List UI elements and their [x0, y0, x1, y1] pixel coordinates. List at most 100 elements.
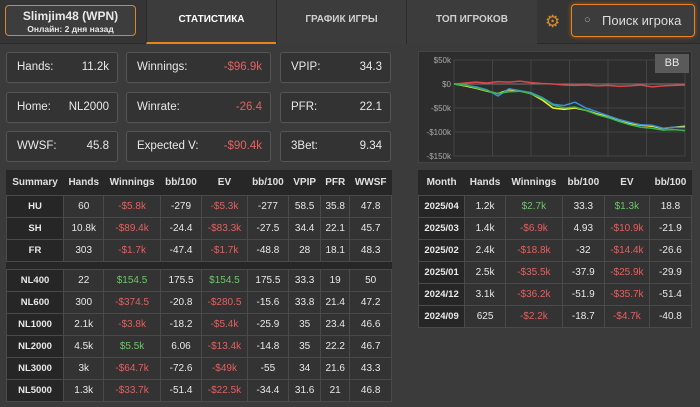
stat-value: -$96.9k	[223, 61, 262, 73]
stat-label: WWSF:	[17, 140, 57, 152]
stat-card: Winnings: -$96.9k	[126, 52, 271, 83]
table-row: HU 60 -$5.8k -279 -$5.3k -277 58.5 35.8 47.8	[5, 194, 392, 218]
y-tick-label: $0	[442, 80, 451, 89]
table-cell: 1.4k	[464, 216, 506, 240]
column-header[interactable]: Month	[426, 176, 457, 188]
stat-value: 11.2k	[81, 61, 109, 73]
table-cell: 31.6	[288, 378, 322, 402]
table-row: 2025/03 1.4k -$6.9k 4.93 -$10.9k -21.9	[417, 216, 693, 240]
column-header[interactable]: WWSF	[354, 176, 387, 188]
table-cell: -$4.7k	[603, 304, 650, 328]
table-row: NL5000 1.3k -$33.7k -51.4 -$22.5k -34.4 31.6 21…	[5, 378, 392, 402]
table-cell: 46.7	[349, 334, 392, 358]
player-badge[interactable]: Slimjim48 (WPN) Онлайн: 2 дня назад	[5, 5, 136, 36]
stat-label: VPIP:	[291, 61, 321, 73]
gear-icon[interactable]: ⚙	[545, 12, 561, 31]
table-cell: -72.6	[159, 356, 203, 380]
stat-label: Hands:	[17, 61, 54, 73]
table-cell: -$25.9k	[603, 260, 650, 284]
stat-label: 3Bet:	[291, 140, 318, 152]
column-header[interactable]: bb/100	[567, 176, 600, 188]
stat-label: Winnings:	[137, 61, 188, 73]
stat-value: 45.8	[86, 140, 109, 152]
table-cell: -20.8	[159, 290, 203, 314]
table-cell: 1.2k	[464, 194, 506, 218]
table-cell: -$49k	[201, 356, 248, 380]
table-cell: 2025/02	[417, 238, 466, 262]
stat-label: Expected V:	[137, 140, 199, 152]
tab-game-chart[interactable]: ГРАФИК ИГРЫ	[276, 0, 406, 44]
column-header[interactable]: PFR	[325, 176, 346, 188]
table-cell: -$64.7k	[103, 356, 161, 380]
stat-value: 34.3	[359, 61, 382, 73]
table-cell: -$10.9k	[603, 216, 650, 240]
table-cell: -$1.7k	[201, 238, 248, 262]
series-line-non-showdown	[453, 80, 686, 88]
column-header[interactable]: VPIP	[293, 176, 317, 188]
column-header[interactable]: EV	[217, 176, 232, 188]
table-cell: -$2.2k	[504, 304, 563, 328]
table-cell: -29.9	[648, 260, 693, 284]
column-header[interactable]: Winnings	[109, 176, 155, 188]
column-header[interactable]: bb/100	[252, 176, 284, 188]
table-cell: -$33.7k	[103, 378, 161, 402]
table-cell: -25.9	[246, 312, 290, 336]
column-header[interactable]: EV	[620, 176, 634, 188]
table-cell: 45.7	[349, 216, 392, 240]
bb-toggle-button[interactable]: BB	[655, 54, 689, 73]
table-cell: 33.8	[288, 290, 322, 314]
table-cell: 35	[288, 334, 322, 358]
column-header[interactable]: bb/100	[654, 176, 687, 188]
column-header[interactable]: Hands	[68, 176, 99, 188]
table-cell: 43.3	[349, 356, 392, 380]
y-tick-label: -$150k	[427, 152, 452, 161]
table-cell: 33.3	[561, 194, 605, 218]
tab-top-players[interactable]: ТОП ИГРОКОВ	[406, 0, 537, 44]
stat-label: PFR:	[291, 101, 318, 113]
table-row: NL600 300 -$374.5 -20.8 -$280.5 -15.6 33.8 21.4…	[5, 290, 392, 314]
table-row: SH 10.8k -$89.4k -24.4 -$83.3k -27.5 34.4 22.1 4…	[5, 216, 392, 240]
stat-card: Winrate: -26.4	[126, 92, 271, 123]
table-row: 2025/04 1.2k $2.7k 33.3 $1.3k 18.8	[417, 194, 693, 218]
column-header[interactable]: Winnings	[511, 176, 557, 188]
table-cell: -27.5	[246, 216, 290, 240]
table-cell: 35.8	[320, 194, 351, 218]
table-cell: 4.5k	[63, 334, 105, 358]
table-row: 2024/12 3.1k -$36.2k -51.9 -$35.7k -51.4	[417, 282, 693, 306]
tab-statistics[interactable]: СТАТИСТИКА	[146, 0, 276, 44]
search-input[interactable]: ○ Поиск игрока	[571, 4, 695, 37]
table-cell: 35	[288, 312, 322, 336]
monthly-table: Month Hands Winnings bb/100 EV bb/100 2025/04 1…	[417, 170, 693, 328]
table-row: 2024/09 625 -$2.2k -18.7 -$4.7k -40.8	[417, 304, 693, 328]
table-cell: 2025/01	[417, 260, 466, 284]
table-cell: 3k	[63, 356, 105, 380]
table-cell: -$18.8k	[504, 238, 563, 262]
table-cell: -$14.4k	[603, 238, 650, 262]
table-cell: 2024/09	[417, 304, 466, 328]
y-tick-label: -$50k	[431, 104, 452, 113]
stat-card: Home: NL2000	[6, 92, 118, 123]
top-bar: Slimjim48 (WPN) Онлайн: 2 дня назад СТАТ…	[0, 0, 700, 44]
series-line-winnings	[453, 83, 686, 132]
column-header[interactable]: Summary	[12, 176, 58, 188]
table-cell: -$6.9k	[504, 216, 563, 240]
table-cell: 3.1k	[464, 282, 506, 306]
table-cell: 60	[63, 194, 105, 218]
stat-label: Winrate:	[137, 101, 180, 113]
table-cell: $5.5k	[103, 334, 161, 358]
column-header[interactable]: bb/100	[165, 176, 197, 188]
table-cell: NL2000	[5, 334, 65, 358]
table-cell: 6.06	[159, 334, 203, 358]
table-cell: 47.2	[349, 290, 392, 314]
table-cell: -$89.4k	[103, 216, 161, 240]
table-cell: -$5.8k	[103, 194, 161, 218]
table-cell: 21.6	[320, 356, 351, 380]
table-cell: 22.2	[320, 334, 351, 358]
online-status: Онлайн: 2 дня назад	[27, 24, 114, 34]
table-row: NL400 22 $154.5 175.5 $154.5 175.5 33.3 19 50	[5, 268, 392, 292]
table-cell: -34.4	[246, 378, 290, 402]
stat-card: Expected V: -$90.4k	[126, 131, 271, 162]
table-cell: $154.5	[103, 268, 161, 292]
column-header[interactable]: Hands	[469, 176, 501, 188]
table-row: NL3000 3k -$64.7k -72.6 -$49k -55 34 21.6 43.3	[5, 356, 392, 380]
